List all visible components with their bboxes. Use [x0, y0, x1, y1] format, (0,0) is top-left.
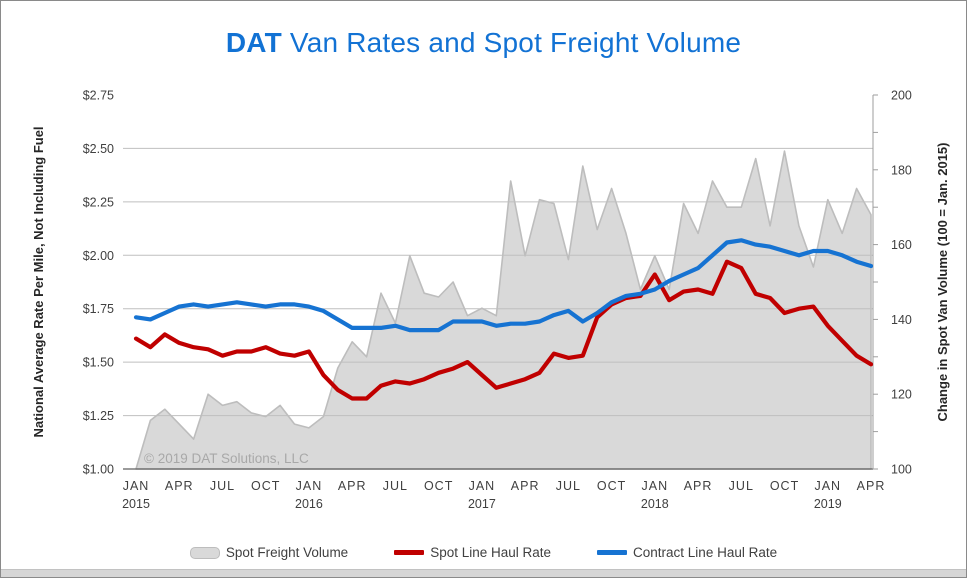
- contract-rate-line: [133, 238, 874, 333]
- chart-title-text: Van Rates and Spot Freight Volume: [281, 27, 742, 58]
- left-axis-tick-label: $1.00: [83, 463, 114, 477]
- left-axis-title: National Average Rate Per Mile, Not Incl…: [31, 126, 46, 437]
- legend: Spot Freight Volume Spot Line Haul Rate …: [1, 545, 966, 560]
- right-axis-tick-label: 140: [891, 313, 912, 327]
- chart-title: DAT Van Rates and Spot Freight Volume: [1, 27, 966, 59]
- x-axis-month-label: JUL: [383, 479, 408, 493]
- x-axis-month-label: OCT: [424, 479, 453, 493]
- x-axis-month-label: APR: [857, 479, 886, 493]
- contract-rate-swatch-icon: [597, 550, 628, 555]
- right-axis-tick-label: 160: [891, 238, 912, 252]
- left-axis-tick-label: $1.25: [83, 409, 114, 423]
- x-axis-year-label: 2018: [641, 497, 669, 511]
- legend-label: Spot Line Haul Rate: [430, 545, 552, 560]
- right-axis-title: Change in Spot Van Volume (100 = Jan. 20…: [935, 143, 950, 422]
- x-axis-month-label: JAN: [814, 479, 841, 493]
- left-axis-tick-label: $2.75: [83, 89, 114, 103]
- legend-label: Contract Line Haul Rate: [633, 545, 778, 560]
- left-axis-tick-label: $2.50: [83, 142, 114, 156]
- x-axis-month-label: APR: [684, 479, 713, 493]
- x-axis-month-label: JUL: [729, 479, 754, 493]
- legend-label: Spot Freight Volume: [225, 545, 349, 560]
- window-bottom-strip: [1, 569, 966, 577]
- brand-name: DAT: [225, 27, 282, 58]
- x-axis-year-label: 2017: [468, 497, 496, 511]
- left-axis-tick-label: $1.50: [83, 356, 114, 370]
- left-axis-tick-label: $2.00: [83, 249, 114, 263]
- x-axis-year-label: 2015: [122, 497, 150, 511]
- spot-rate-line: [133, 259, 874, 401]
- volume-swatch-icon: [189, 546, 220, 559]
- left-axis-tick-label: $1.75: [83, 302, 114, 316]
- x-axis-year-label: 2016: [295, 497, 323, 511]
- legend-item-spot-rate: Spot Line Haul Rate: [394, 545, 551, 560]
- x-axis-month-label: JUL: [210, 479, 235, 493]
- x-axis-month-label: APR: [338, 479, 367, 493]
- x-axis-month-label: APR: [511, 479, 540, 493]
- right-axis-tick-label: 200: [891, 89, 912, 103]
- legend-item-contract-rate: Contract Line Haul Rate: [597, 545, 777, 560]
- right-axis-tick-label: 100: [891, 463, 912, 477]
- right-axis-tick-label: 180: [891, 163, 912, 177]
- x-axis-month-label: OCT: [770, 479, 799, 493]
- x-axis-month-label: APR: [165, 479, 194, 493]
- x-axis-month-label: JAN: [642, 479, 669, 493]
- watermark: © 2019 DAT Solutions, LLC: [144, 451, 309, 466]
- right-axis-tick-label: 120: [891, 388, 912, 402]
- spot-rate-swatch-icon: [394, 550, 425, 555]
- x-axis-month-label: JUL: [556, 479, 581, 493]
- x-axis-month-label: JAN: [469, 479, 496, 493]
- x-axis-month-label: JAN: [296, 479, 323, 493]
- volume-area: [135, 150, 872, 470]
- x-axis-month-label: JAN: [123, 479, 150, 493]
- x-axis-month-label: OCT: [251, 479, 280, 493]
- left-axis-tick-label: $2.25: [83, 195, 114, 209]
- x-axis-month-label: OCT: [597, 479, 626, 493]
- x-axis-year-label: 2019: [814, 497, 842, 511]
- legend-item-volume: Spot Freight Volume: [189, 545, 349, 560]
